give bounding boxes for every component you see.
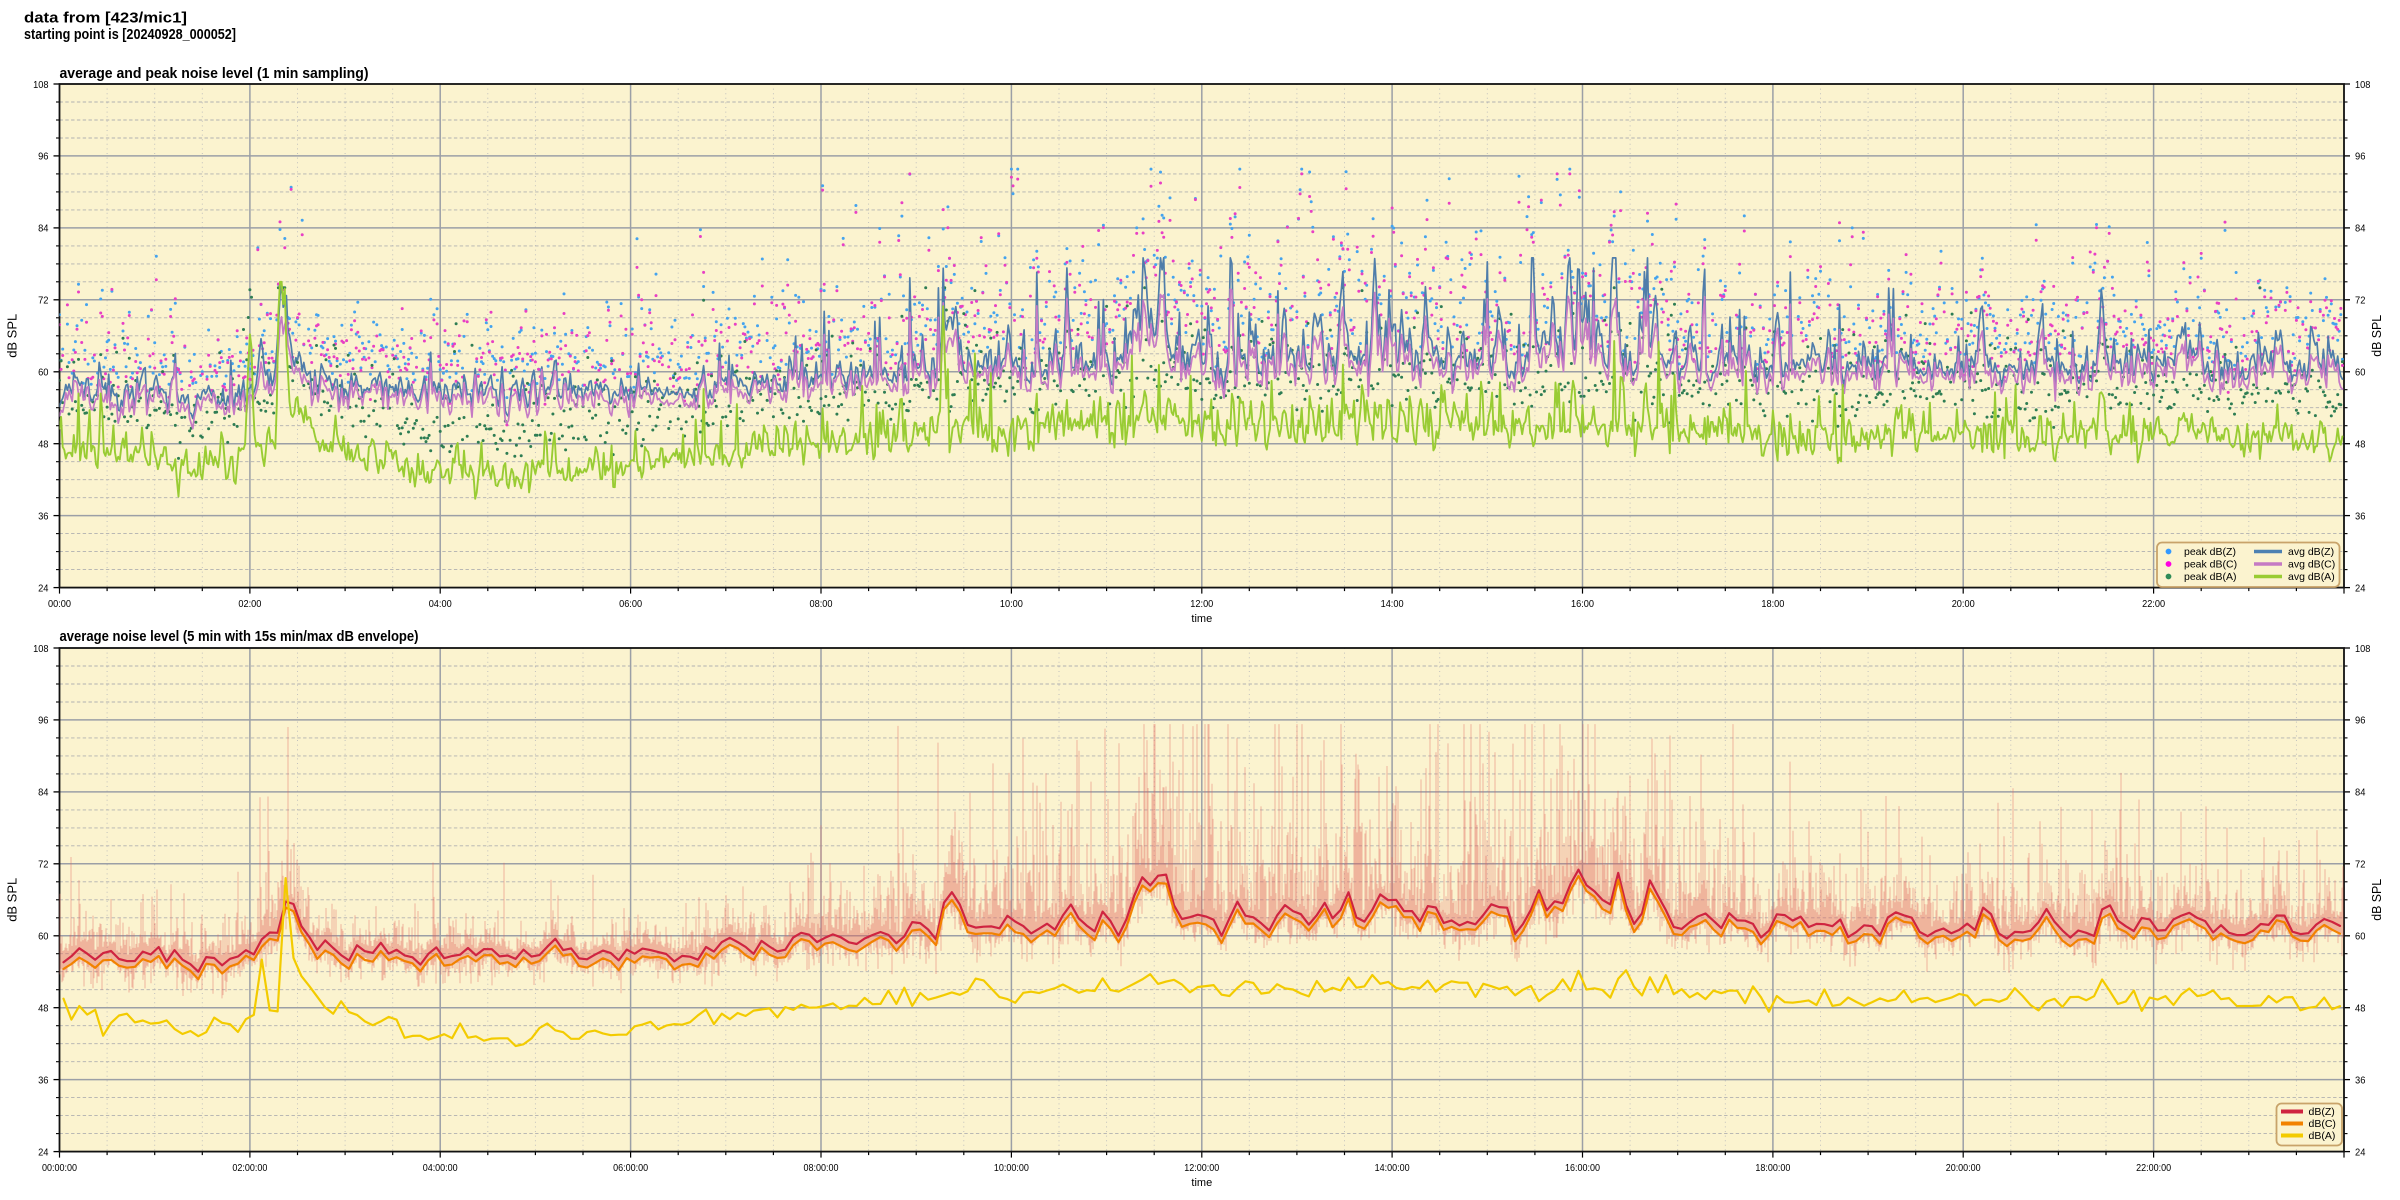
svg-text:84: 84 xyxy=(38,224,49,235)
svg-text:72: 72 xyxy=(2355,296,2366,307)
svg-text:04:00: 04:00 xyxy=(429,599,452,610)
svg-text:dB SPL: dB SPL xyxy=(2369,879,2384,921)
svg-text:time: time xyxy=(1191,613,1212,625)
svg-text:22:00:00: 22:00:00 xyxy=(2136,1163,2171,1174)
svg-text:average and peak noise level (: average and peak noise level (1 min samp… xyxy=(60,65,369,82)
svg-text:00:00:00: 00:00:00 xyxy=(42,1163,77,1174)
svg-text:16:00:00: 16:00:00 xyxy=(1565,1163,1600,1174)
svg-text:48: 48 xyxy=(2355,1004,2366,1015)
svg-text:36: 36 xyxy=(2355,511,2366,522)
svg-text:36: 36 xyxy=(38,511,49,522)
svg-text:average noise level (5 min wit: average noise level (5 min with 15s min/… xyxy=(60,628,419,645)
svg-text:02:00:00: 02:00:00 xyxy=(232,1163,267,1174)
svg-text:96: 96 xyxy=(38,152,49,163)
svg-text:14:00: 14:00 xyxy=(1381,599,1404,610)
svg-text:dB SPL: dB SPL xyxy=(5,314,20,358)
svg-text:time: time xyxy=(1191,1177,1212,1189)
svg-text:24: 24 xyxy=(38,583,49,594)
svg-text:36: 36 xyxy=(2355,1075,2366,1086)
svg-text:96: 96 xyxy=(2355,716,2366,727)
svg-text:06:00:00: 06:00:00 xyxy=(613,1163,648,1174)
svg-text:84: 84 xyxy=(2355,224,2366,235)
svg-text:60: 60 xyxy=(2355,368,2366,379)
svg-text:84: 84 xyxy=(2355,788,2366,799)
svg-text:peak dB(A): peak dB(A) xyxy=(2184,571,2237,583)
svg-text:dB(C): dB(C) xyxy=(2309,1118,2336,1130)
svg-text:dB(A): dB(A) xyxy=(2309,1130,2336,1142)
svg-text:108: 108 xyxy=(2355,644,2371,655)
svg-text:72: 72 xyxy=(2355,860,2366,871)
svg-text:avg dB(Z): avg dB(Z) xyxy=(2288,546,2334,558)
svg-text:96: 96 xyxy=(2355,152,2366,163)
svg-text:108: 108 xyxy=(2355,80,2371,91)
svg-text:60: 60 xyxy=(38,932,49,943)
svg-text:starting point is [20240928_00: starting point is [20240928_000052] xyxy=(24,26,236,43)
svg-text:24: 24 xyxy=(38,1147,49,1158)
svg-text:72: 72 xyxy=(38,296,49,307)
svg-text:00:00: 00:00 xyxy=(48,599,71,610)
svg-text:60: 60 xyxy=(38,368,49,379)
svg-text:avg dB(A): avg dB(A) xyxy=(2288,571,2335,583)
svg-text:36: 36 xyxy=(38,1075,49,1086)
svg-text:10:00:00: 10:00:00 xyxy=(994,1163,1029,1174)
svg-text:20:00: 20:00 xyxy=(1952,599,1975,610)
svg-text:72: 72 xyxy=(38,860,49,871)
svg-text:108: 108 xyxy=(33,80,49,91)
svg-text:18:00: 18:00 xyxy=(1761,599,1784,610)
svg-text:18:00:00: 18:00:00 xyxy=(1755,1163,1790,1174)
svg-text:peak dB(C): peak dB(C) xyxy=(2184,559,2237,571)
svg-text:02:00: 02:00 xyxy=(238,599,261,610)
svg-text:22:00: 22:00 xyxy=(2142,599,2165,610)
svg-text:108: 108 xyxy=(33,644,49,655)
svg-text:08:00:00: 08:00:00 xyxy=(804,1163,839,1174)
svg-text:12:00: 12:00 xyxy=(1190,599,1213,610)
svg-text:12:00:00: 12:00:00 xyxy=(1184,1163,1219,1174)
svg-text:data from [423/mic1]: data from [423/mic1] xyxy=(24,10,187,27)
svg-text:06:00: 06:00 xyxy=(619,599,642,610)
svg-text:14:00:00: 14:00:00 xyxy=(1375,1163,1410,1174)
svg-text:10:00: 10:00 xyxy=(1000,599,1023,610)
svg-text:04:00:00: 04:00:00 xyxy=(423,1163,458,1174)
svg-text:48: 48 xyxy=(38,1004,49,1015)
svg-text:96: 96 xyxy=(38,716,49,727)
svg-text:60: 60 xyxy=(2355,932,2366,943)
svg-text:24: 24 xyxy=(2355,583,2366,594)
svg-text:16:00: 16:00 xyxy=(1571,599,1594,610)
svg-text:24: 24 xyxy=(2355,1147,2366,1158)
svg-text:dB SPL: dB SPL xyxy=(5,878,20,922)
svg-text:dB SPL: dB SPL xyxy=(2369,315,2384,357)
svg-text:dB(Z): dB(Z) xyxy=(2309,1106,2335,1118)
svg-text:08:00: 08:00 xyxy=(810,599,833,610)
svg-text:84: 84 xyxy=(38,788,49,799)
svg-text:peak dB(Z): peak dB(Z) xyxy=(2184,546,2236,558)
svg-text:20:00:00: 20:00:00 xyxy=(1946,1163,1981,1174)
svg-text:avg dB(C): avg dB(C) xyxy=(2288,559,2335,571)
svg-text:48: 48 xyxy=(2355,440,2366,451)
svg-text:48: 48 xyxy=(38,440,49,451)
